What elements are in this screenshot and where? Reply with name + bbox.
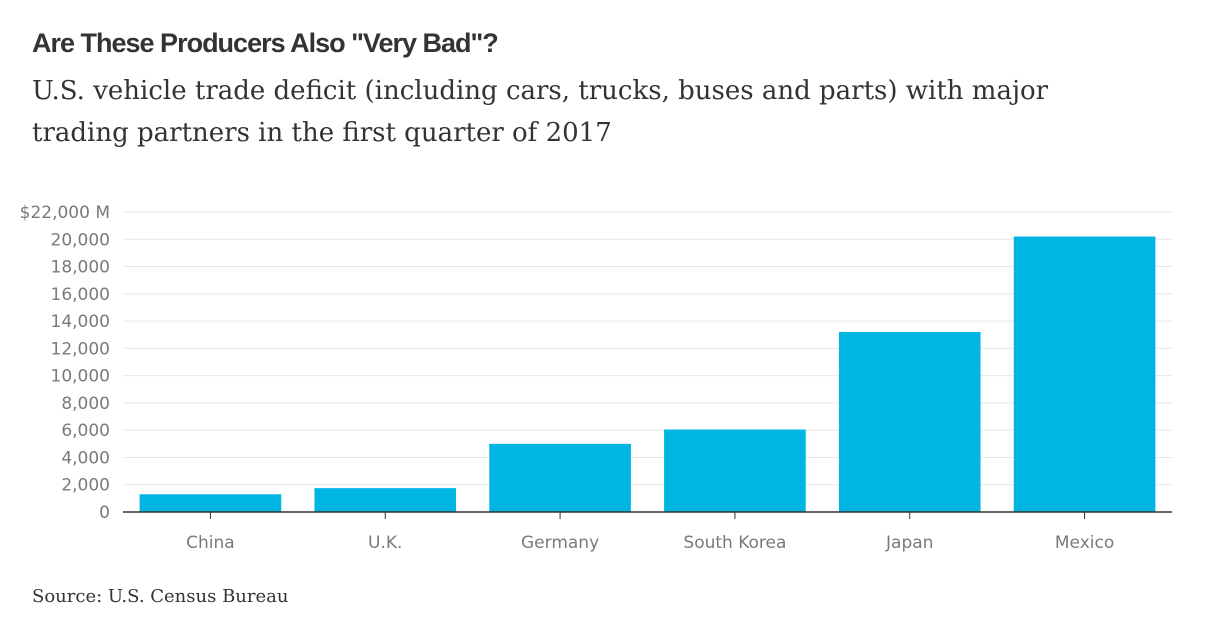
y-tick-label: 18,000 [51, 258, 110, 278]
x-tick-label: U.K. [368, 533, 402, 553]
x-tick-label: Mexico [1055, 533, 1114, 553]
y-tick-label: 10,000 [51, 367, 110, 387]
chart-subtitle: U.S. vehicle trade deficit (including ca… [32, 76, 1049, 148]
bar-japan [838, 332, 981, 512]
y-tick-label: 2,000 [61, 476, 110, 496]
bar-germany [489, 443, 631, 512]
source-note: Source: U.S. Census Bureau [32, 586, 289, 607]
chart-title: Are These Producers Also "Very Bad"? [32, 28, 499, 58]
x-tick-label: South Korea [683, 533, 786, 553]
x-tick-label: Germany [521, 533, 599, 553]
bar-mexico [1013, 236, 1156, 512]
bar-china [139, 494, 282, 512]
y-tick-label: 14,000 [51, 312, 110, 332]
y-axis-ticks: 0 2,000 4,000 6,000 8,000 10,000 12,000 14,000 1… [20, 203, 110, 523]
y-tick-label: 4,000 [61, 448, 110, 468]
y-tick-label: 12,000 [51, 339, 110, 359]
bars [123, 236, 1172, 513]
x-tick-label: Japan [885, 533, 933, 553]
x-axis-ticks: China U.K. Germany South Korea Japan Mexico [186, 512, 1114, 553]
y-tick-label: 0 [99, 503, 110, 523]
bar-u-k [314, 488, 457, 512]
gridlines [123, 211, 1172, 486]
y-tick-label: $22,000 M [20, 203, 110, 223]
x-tick-label: China [186, 533, 235, 553]
y-tick-label: 6,000 [61, 421, 110, 441]
bar-chart: 0 2,000 4,000 6,000 8,000 10,000 12,000 14,000 1… [20, 203, 1172, 553]
y-tick-label: 8,000 [61, 394, 110, 414]
bar-south-korea [664, 429, 806, 512]
y-tick-label: 20,000 [51, 230, 110, 250]
y-tick-label: 16,000 [51, 285, 110, 305]
